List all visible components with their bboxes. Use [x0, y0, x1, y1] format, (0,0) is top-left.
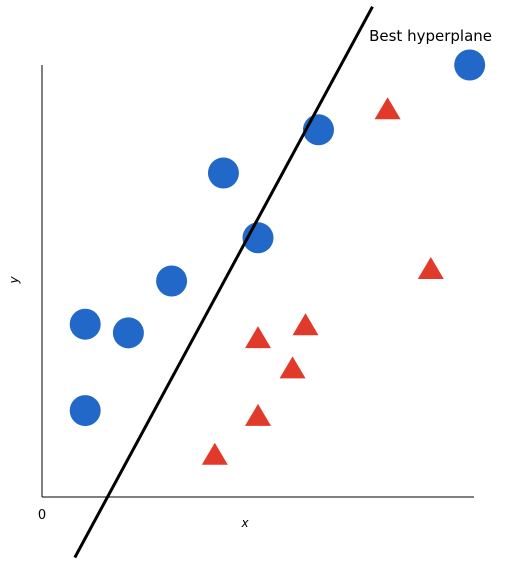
- circle-point: [69, 395, 101, 427]
- circle-point: [69, 308, 101, 340]
- x-axis-label: x: [240, 516, 249, 530]
- circle-point: [207, 157, 239, 189]
- triangle-point: [279, 356, 306, 379]
- triangle-point: [201, 442, 228, 465]
- data-points: [69, 49, 486, 465]
- hyperplane-annotation: Best hyperplane: [369, 27, 492, 45]
- y-axis-label: y: [7, 276, 21, 285]
- triangle-point: [292, 313, 319, 336]
- circle-point: [156, 265, 188, 297]
- origin-label: 0: [38, 508, 46, 523]
- circle-point: [112, 317, 144, 349]
- best-hyperplane-line: [73, 5, 374, 559]
- circle-point: [454, 49, 486, 81]
- triangle-point: [374, 97, 401, 120]
- triangle-point: [417, 257, 444, 280]
- triangle-point: [245, 403, 271, 426]
- triangle-point: [245, 326, 271, 349]
